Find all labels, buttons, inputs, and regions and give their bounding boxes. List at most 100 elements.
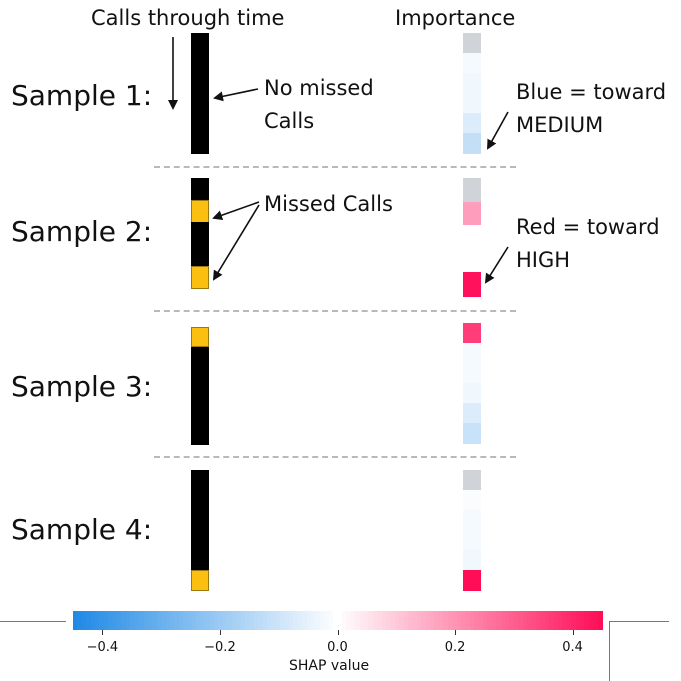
colorbar-segment [297, 611, 303, 630]
missed-calls-arrow-lower [212, 204, 260, 281]
call-cell [191, 405, 209, 426]
colorbar-segment [112, 611, 118, 630]
colorbar-segment [487, 611, 493, 630]
colorbar-segment [147, 611, 154, 630]
colorbar-segment [183, 611, 189, 630]
call-cell [191, 346, 209, 367]
sample-separator-3 [154, 456, 516, 458]
importance-cell [463, 403, 481, 424]
colorbar-segment [575, 611, 581, 630]
colorbar-segment [460, 611, 467, 630]
call-cell [191, 550, 209, 571]
colorbar-segment [438, 611, 444, 630]
colorbar-segment [390, 611, 396, 630]
colorbar-segment [231, 611, 237, 630]
colorbar-segment [240, 611, 246, 630]
call-cell [191, 33, 209, 54]
colorbar-segment [372, 611, 378, 630]
colorbar-segment [90, 611, 96, 630]
colorbar-segment [337, 611, 343, 630]
calls-column-sample-1 [191, 33, 209, 154]
colorbar-segment [531, 611, 537, 630]
blue-annotation-line1: Blue = toward [516, 80, 667, 104]
colorbar-segment [566, 611, 572, 630]
importance-header: Importance [395, 6, 516, 30]
red-arrow [484, 246, 509, 284]
colorbar-segment [258, 611, 264, 630]
colorbar-tick-mark [455, 630, 457, 635]
colorbar-segment [192, 611, 198, 630]
colorbar-segment [452, 611, 458, 630]
colorbar-segment [465, 611, 471, 630]
colorbar-axis-label: SHAP value [289, 658, 370, 674]
colorbar-segment [408, 611, 414, 630]
colorbar-segment [289, 611, 295, 630]
colorbar-segment [557, 611, 563, 630]
colorbar-segment [205, 611, 211, 630]
sample-separator-1 [154, 166, 516, 168]
colorbar-segment [139, 611, 145, 630]
colorbar-segment [412, 611, 418, 630]
colorbar-segment [86, 611, 92, 630]
colorbar-segment [597, 611, 603, 630]
shap-colorbar [73, 611, 603, 630]
call-cell [191, 178, 209, 201]
colorbar-segment [81, 611, 87, 630]
colorbar-tick-label: 0.0 [327, 640, 348, 655]
importance-cell [463, 272, 481, 297]
blue-annotation-line2: MEDIUM [516, 113, 604, 137]
sample-1-label: Sample 1: [11, 79, 153, 112]
missed-calls-arrow-upper [212, 201, 260, 221]
call-cell [191, 490, 209, 511]
importance-cell [463, 201, 481, 226]
colorbar-segment [161, 611, 167, 630]
colorbar-segment [540, 611, 546, 630]
importance-cell [463, 73, 481, 94]
colorbar-segment [73, 611, 79, 630]
colorbar-segment [227, 611, 233, 630]
sample-2-label: Sample 2: [11, 215, 153, 248]
colorbar-segment [125, 611, 131, 630]
colorbar-segment [399, 611, 405, 630]
importance-cell [463, 178, 481, 203]
colorbar-segment [333, 611, 339, 630]
red-annotation-line1: Red = toward [516, 215, 660, 239]
colorbar-segment [527, 611, 533, 630]
colorbar-segment [169, 611, 176, 630]
colorbar-segment [355, 611, 361, 630]
colorbar-segment [262, 611, 268, 630]
importance-column-sample-4 [463, 470, 481, 591]
colorbar-segment [593, 611, 599, 630]
missed-call-cell [191, 266, 209, 289]
importance-cell [463, 93, 481, 114]
call-cell [191, 133, 209, 154]
colorbar-segment [496, 611, 502, 630]
call-cell [191, 385, 209, 406]
importance-cell [463, 225, 481, 250]
colorbar-segment [430, 611, 436, 630]
colorbar-segment [505, 611, 511, 630]
importance-cell [463, 33, 481, 54]
colorbar-segment [284, 611, 290, 630]
colorbar-segment [474, 611, 480, 630]
colorbar-segment [509, 611, 515, 630]
call-cell [191, 113, 209, 134]
colorbar-segment [456, 611, 462, 630]
colorbar-segment [302, 611, 308, 630]
colorbar-segment [350, 611, 356, 630]
red-annotation-line2: HIGH [516, 248, 571, 272]
colorbar-segment [584, 611, 590, 630]
colorbar-tick-label: 0.2 [444, 640, 466, 655]
colorbar-segment [394, 611, 400, 630]
call-cell [191, 510, 209, 531]
sample-separator-2 [154, 310, 516, 312]
colorbar-segment [478, 611, 484, 630]
colorbar-tick-mark [102, 630, 104, 635]
importance-cell [463, 248, 481, 273]
no-missed-annotation-line2: Calls [264, 109, 315, 133]
calls-column-sample-4 [191, 470, 209, 591]
colorbar-segment [178, 611, 184, 630]
colorbar-segment [214, 611, 220, 630]
colorbar-segment [95, 611, 101, 630]
importance-cell [463, 510, 481, 531]
